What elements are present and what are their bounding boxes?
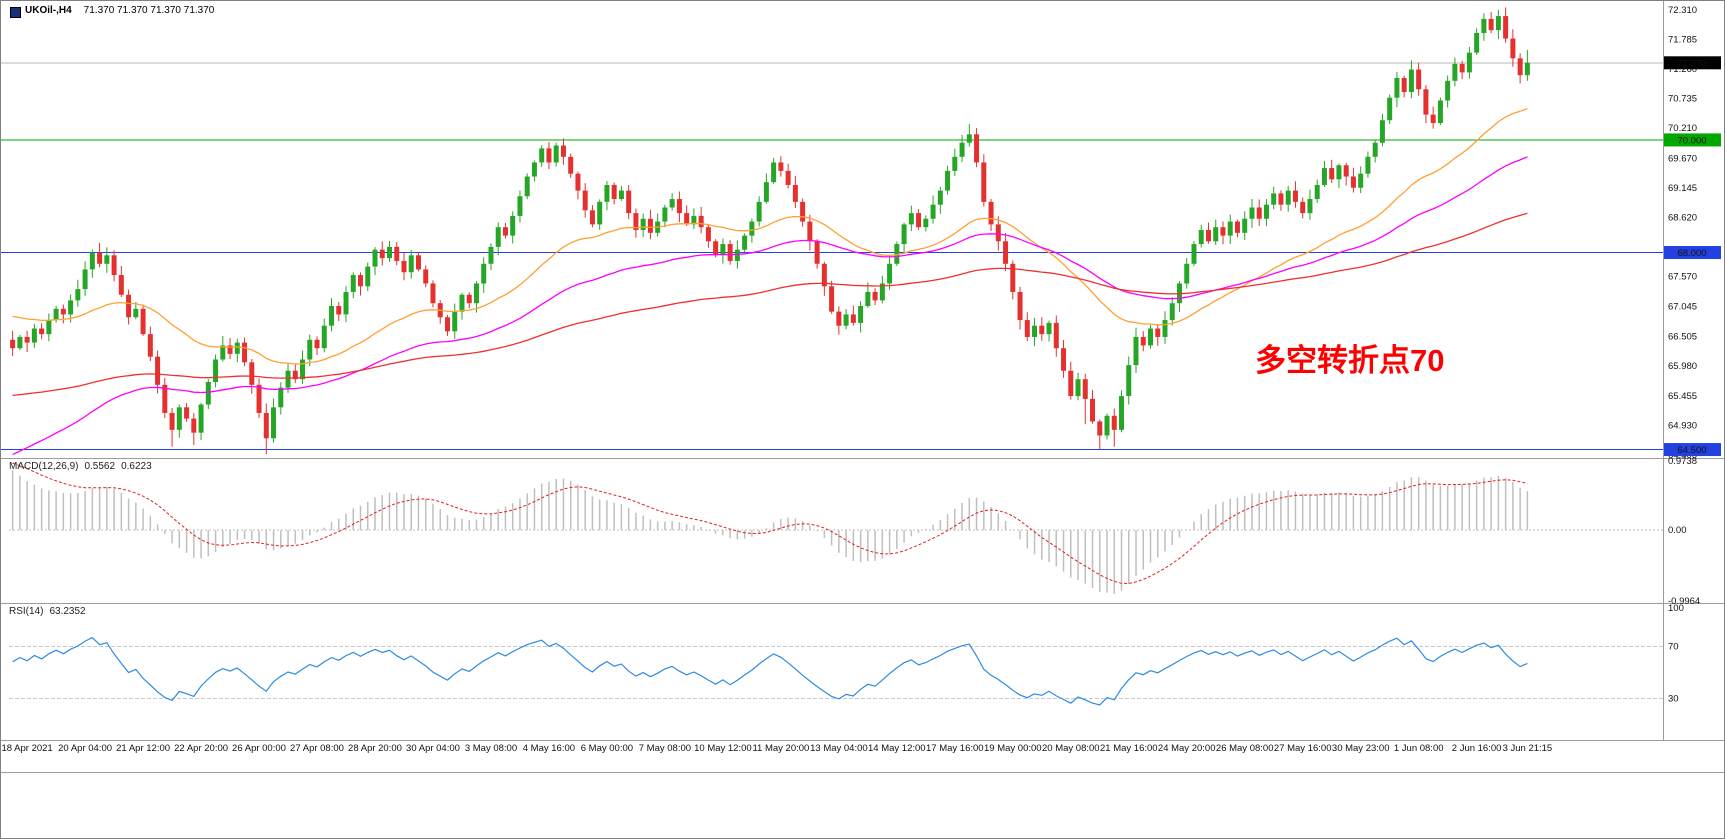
svg-text:27 Apr 08:00: 27 Apr 08:00	[290, 743, 344, 754]
svg-text:17 May 16:00: 17 May 16:00	[926, 743, 984, 754]
svg-text:26 May 08:00: 26 May 08:00	[1216, 743, 1274, 754]
svg-text:13 May 04:00: 13 May 04:00	[810, 743, 868, 754]
svg-text:6 May 00:00: 6 May 00:00	[581, 743, 633, 754]
macd-axis-label: 0.00	[1668, 525, 1687, 536]
svg-text:1 Jun 08:00: 1 Jun 08:00	[1394, 743, 1444, 754]
rsi-axis-label: 100	[1668, 603, 1684, 614]
svg-text:68.000: 68.000	[1677, 248, 1706, 259]
rsi-axis-label: 30	[1668, 693, 1679, 704]
svg-text:26 Apr 00:00: 26 Apr 00:00	[232, 743, 286, 754]
ma-slow-red	[12, 212, 1528, 397]
macd-histogram	[11, 470, 1529, 594]
svg-text:65.455: 65.455	[1668, 391, 1697, 402]
ma-fast-orange	[12, 107, 1528, 365]
svg-text:24 May 20:00: 24 May 20:00	[1158, 743, 1216, 754]
svg-text:20 May 08:00: 20 May 08:00	[1042, 743, 1100, 754]
svg-text:30 Apr 04:00: 30 Apr 04:00	[406, 743, 460, 754]
svg-text:7 May 08:00: 7 May 08:00	[639, 743, 691, 754]
svg-text:11 May 20:00: 11 May 20:00	[752, 743, 809, 754]
macd-axis-label: 0.9738	[1668, 456, 1697, 467]
svg-text:4 May 16:00: 4 May 16:00	[523, 743, 575, 754]
svg-text:66.505: 66.505	[1668, 332, 1697, 343]
svg-text:64.500: 64.500	[1677, 445, 1706, 456]
macd-axis-label: -0.9964	[1668, 596, 1700, 607]
svg-text:10 May 12:00: 10 May 12:00	[694, 743, 752, 754]
svg-text:18 Apr 2021: 18 Apr 2021	[1, 743, 52, 754]
svg-text:3 Jun 21:15: 3 Jun 21:15	[1503, 743, 1553, 754]
svg-text:69.145: 69.145	[1668, 183, 1697, 194]
rsi-line	[12, 636, 1528, 706]
svg-text:21 May 16:00: 21 May 16:00	[1100, 743, 1158, 754]
svg-text:71.260: 71.260	[1668, 64, 1697, 75]
ma-mid-magenta	[12, 156, 1528, 456]
svg-text:70.210: 70.210	[1668, 123, 1697, 134]
svg-text:70.000: 70.000	[1677, 135, 1706, 146]
svg-text:67.570: 67.570	[1668, 272, 1697, 283]
svg-text:20 Apr 04:00: 20 Apr 04:00	[58, 743, 112, 754]
svg-text:21 Apr 12:00: 21 Apr 12:00	[116, 743, 170, 754]
svg-text:70.735: 70.735	[1668, 94, 1697, 105]
rsi-axis-label: 70	[1668, 642, 1679, 653]
svg-text:69.670: 69.670	[1668, 154, 1697, 165]
svg-text:14 May 12:00: 14 May 12:00	[868, 743, 926, 754]
price-level-badges: 70.000 68.000 64.500 71.370	[1664, 56, 1721, 457]
horizontal-levels	[1, 62, 1663, 451]
svg-text:30 May 23:00: 30 May 23:00	[1332, 743, 1390, 754]
macd-signal-line	[12, 462, 1528, 585]
svg-text:19 May 00:00: 19 May 00:00	[984, 743, 1042, 754]
svg-text:2 Jun 16:00: 2 Jun 16:00	[1452, 743, 1502, 754]
svg-text:22 Apr 20:00: 22 Apr 20:00	[174, 743, 228, 754]
svg-text:67.045: 67.045	[1668, 301, 1697, 312]
svg-text:64.930: 64.930	[1668, 420, 1697, 431]
svg-text:28 Apr 20:00: 28 Apr 20:00	[348, 743, 402, 754]
svg-text:3 May 08:00: 3 May 08:00	[465, 743, 517, 754]
svg-text:27 May 16:00: 27 May 16:00	[1274, 743, 1332, 754]
svg-text:68.620: 68.620	[1668, 213, 1697, 224]
time-axis-labels: 18 Apr 2021 20 Apr 04:00 21 Apr 12:00 22 Ap…	[1, 743, 1552, 754]
svg-text:72.310: 72.310	[1668, 5, 1697, 16]
symbol-icon	[10, 7, 21, 18]
svg-text:71.785: 71.785	[1668, 34, 1697, 45]
svg-text:65.980: 65.980	[1668, 361, 1697, 372]
panel-frame	[1, 1, 1724, 773]
ma-overlays-layer	[12, 107, 1528, 456]
svg-text:71.370: 71.370	[1677, 58, 1706, 69]
